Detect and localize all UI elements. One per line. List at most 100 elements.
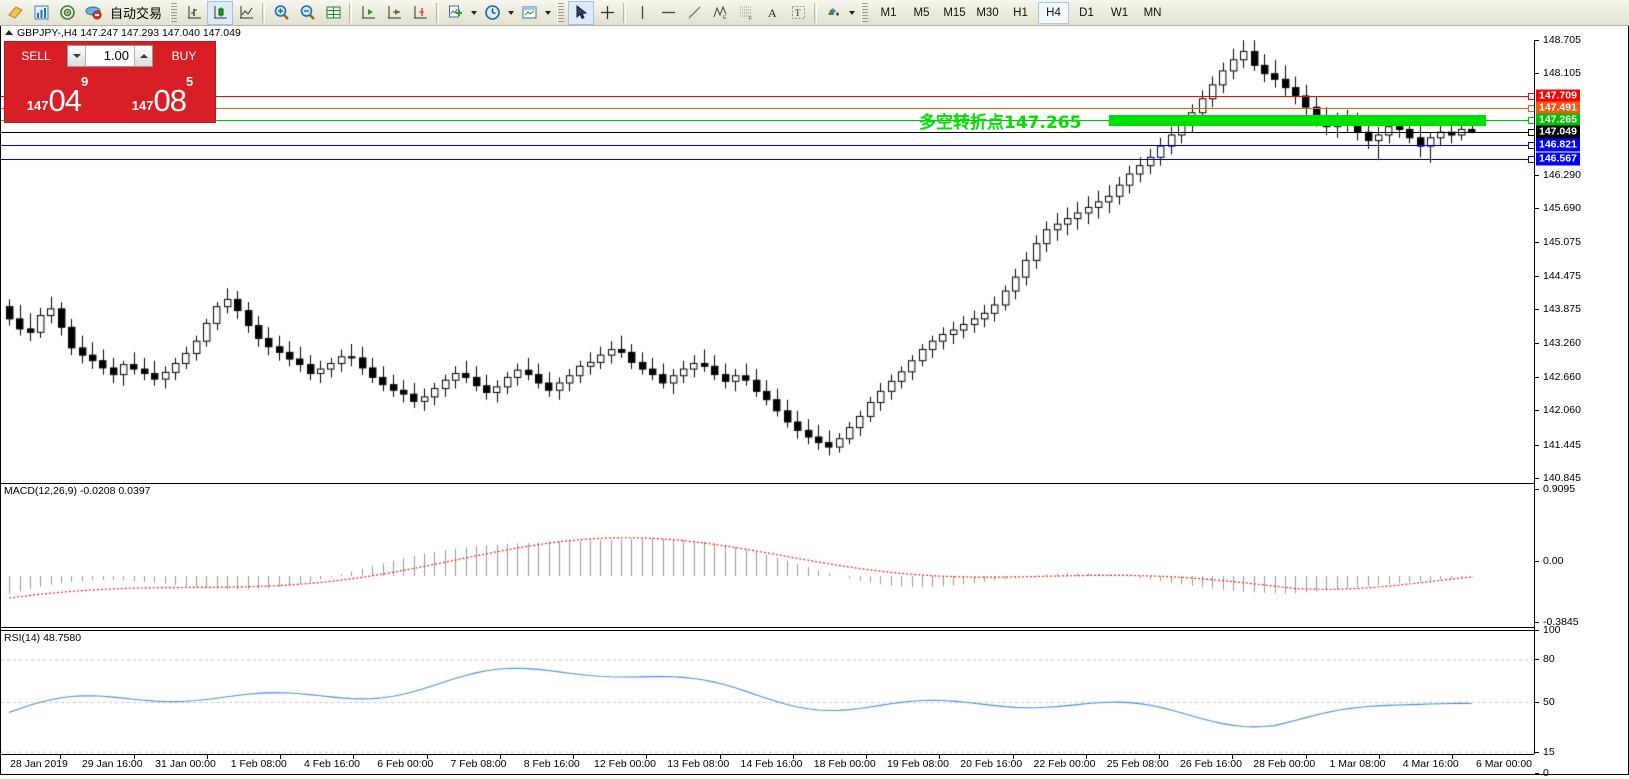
text-label-icon[interactable]: T [785,1,811,25]
price-tick: 146.290 [1535,169,1581,181]
price-level-label[interactable]: 146.567 [1536,152,1580,166]
price-tick: 145.690 [1535,202,1581,214]
chart-bar-icon[interactable] [28,1,54,25]
templates-dropdown-icon[interactable] [542,1,553,25]
price-level-line[interactable] [1,141,1535,149]
price-level-label[interactable]: 147.491 [1536,101,1580,115]
macd-pane[interactable]: MACD(12,26,9) -0.0208 0.0397 [1,483,1536,628]
shift-end-icon[interactable] [355,1,381,25]
time-axis-label: 28 Jan 2019 [10,758,68,770]
new-indicator-dropdown-icon[interactable] [468,1,479,25]
price-level-label[interactable]: 146.821 [1536,138,1580,152]
volume-stepper[interactable]: 1.00 [67,44,153,67]
buy-price-display[interactable]: 147 08 5 [111,69,214,120]
chart-title: GBPJPY-,H4 147.247 147.293 147.040 147.0… [17,26,241,39]
crosshair-icon[interactable] [594,1,620,25]
time-axis-tick [133,755,135,759]
price-level-label[interactable]: 147.265 [1536,113,1580,127]
toolbar-sep-4 [623,2,627,23]
time-axis-label: 4 Feb 16:00 [303,758,361,770]
timeframe-m5[interactable]: M5 [913,6,930,19]
time-axis-tick [206,755,208,759]
sell-button[interactable]: SELL [8,44,64,67]
time-axis-label: 25 Feb 08:00 [1106,758,1169,770]
price-tick: 148.705 [1535,34,1581,46]
one-click-trading-controls[interactable]: SELL 1.00 BUY [5,42,215,69]
chart-titlebar: GBPJPY-,H4 147.247 147.293 147.040 147.0… [1,26,1628,39]
shapes-icon[interactable] [820,1,846,25]
time-axis-label: 26 Feb 16:00 [1180,758,1242,770]
chart-window[interactable]: GBPJPY-,H4 147.247 147.293 147.040 147.0… [0,26,1629,779]
bar-chart-icon[interactable] [181,1,207,25]
price-level-line[interactable] [1,104,1535,112]
timeframe-h1[interactable]: H1 [1013,6,1028,19]
time-axis-label: 19 Feb 08:00 [887,758,949,770]
price-pane[interactable]: 多空转折点147.265 [1,40,1536,478]
one-click-trading-panel[interactable]: SELL 1.00 BUY 147 04 9 147 08 5 [4,41,216,123]
timeframe-d1[interactable]: D1 [1079,6,1094,19]
collapse-triangle-icon[interactable] [5,30,13,35]
price-level-line[interactable] [1,156,1535,164]
zoom-in-icon[interactable] [268,1,294,25]
chart-shift-icon[interactable] [407,1,433,25]
price-level-label[interactable]: 147.049 [1536,125,1580,139]
timeframe-m15[interactable]: M15 [943,6,966,19]
rsi-pane[interactable]: RSI(14) 48.7580 [1,630,1536,773]
one-click-trading-prices: 147 04 9 147 08 5 [5,69,215,121]
autoscroll-icon[interactable] [381,1,407,25]
svg-text:F: F [749,16,752,21]
toolbar-grip-1[interactable] [170,2,178,23]
volume-increase-icon[interactable] [134,45,152,66]
horizontal-line-icon[interactable] [655,1,681,25]
price-tick: 145.075 [1535,236,1581,248]
period-clock-icon[interactable] [479,1,505,25]
price-tick: 143.875 [1535,303,1581,315]
vertical-line-icon[interactable] [629,1,655,25]
zoom-out-icon[interactable] [294,1,320,25]
period-dropdown-icon[interactable] [505,1,516,25]
autotrade-label[interactable]: 自动交易 [110,6,163,21]
price-level-label[interactable]: 147.709 [1536,89,1580,102]
rsi-scale-tick: 15 [1535,746,1555,758]
time-axis-tick [1305,755,1307,759]
price-level-line[interactable] [1,92,1535,100]
volume-decrease-icon[interactable] [68,45,86,66]
sell-price-display[interactable]: 147 04 9 [6,69,109,120]
signal-icon[interactable] [80,1,106,25]
text-icon[interactable]: A [759,1,785,25]
macd-scale-tick: -0.3845 [1535,616,1579,628]
new-indicator-icon[interactable] [442,1,468,25]
timeframe-m30[interactable]: M30 [976,6,999,19]
order-icon[interactable] [2,1,28,25]
time-axis-label: 1 Mar 08:00 [1329,758,1386,770]
toolbar-grip-2[interactable] [557,2,565,23]
timeframe-m1[interactable]: M1 [880,6,897,19]
cursor-icon[interactable] [568,0,595,25]
time-axis-label: 22 Feb 00:00 [1033,758,1096,770]
shapes-dropdown-icon[interactable] [846,1,857,25]
fibonacci-icon[interactable]: F [733,1,759,25]
buy-price-fraction: 5 [185,74,194,89]
price-tick: 141.445 [1535,439,1581,451]
news-cloud-icon[interactable] [54,1,80,25]
trend-line-icon[interactable] [681,1,707,25]
timeframe-w1[interactable]: W1 [1110,6,1129,19]
templates-icon[interactable] [516,1,542,25]
time-axis[interactable]: 28 Jan 2019 29 Jan 16:00 31 Jan 00:00 1 Feb… [1,754,1534,774]
volume-value[interactable]: 1.00 [103,48,129,63]
toolbar-grip-3[interactable] [861,2,869,23]
main-toolbar[interactable]: 自动交易 [0,0,1629,26]
time-axis-tick [792,755,794,759]
time-axis-tick [1159,755,1160,759]
price-scale[interactable]: 148.705 148.105 146.290 145.690 145.075 144.4… [1534,34,1628,779]
elliott-wave-icon[interactable]: E [707,1,733,25]
time-axis-label: 6 Feb 00:00 [377,758,434,770]
timeframe-h4[interactable]: H4 [1038,1,1070,24]
buy-button[interactable]: BUY [156,44,212,67]
timeframe-mn[interactable]: MN [1143,6,1162,19]
grid-icon[interactable] [320,1,346,25]
line-chart-icon[interactable] [233,1,259,25]
toolbar-sep-2 [349,2,353,23]
price-level-line[interactable] [1,129,1535,137]
candlestick-icon[interactable] [207,0,234,25]
